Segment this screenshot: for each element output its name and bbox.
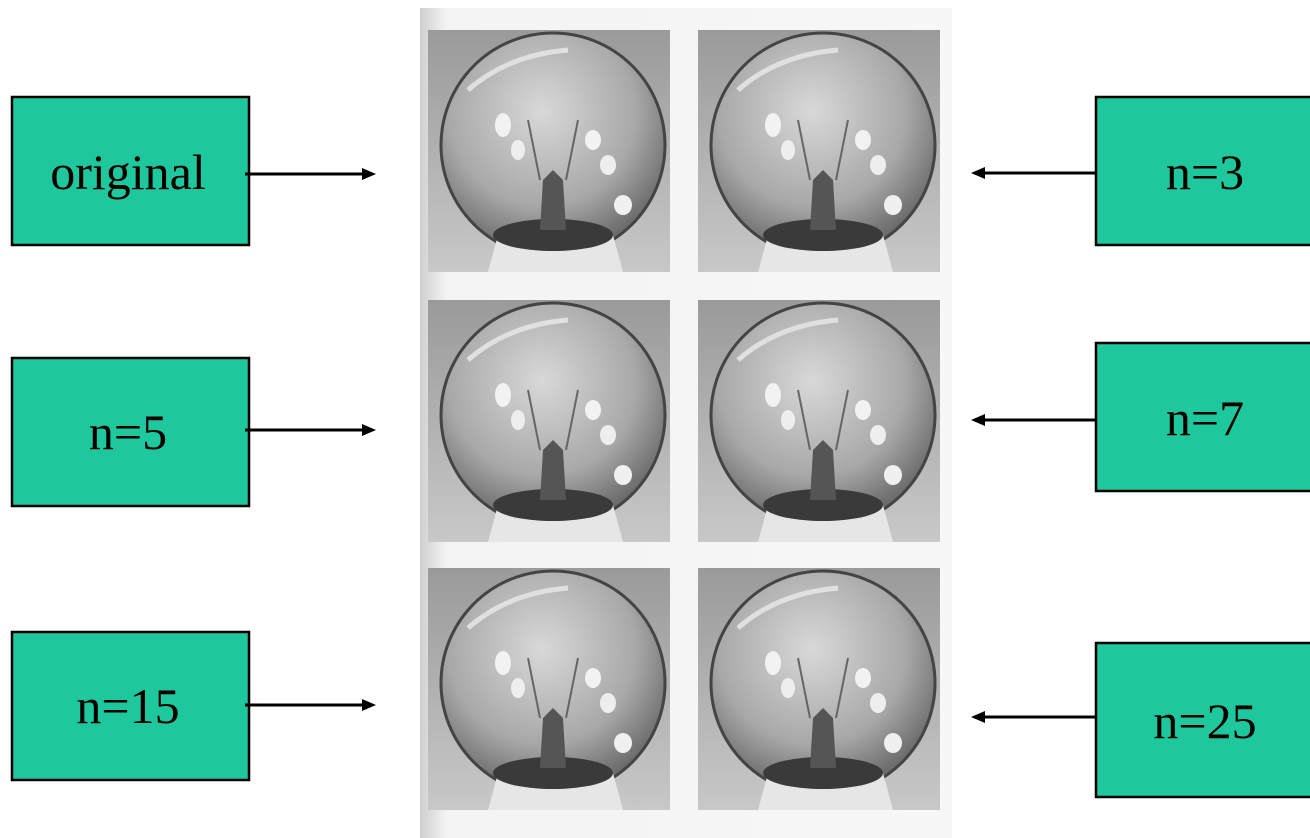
diagram: original n=5 n=15 n=3 n=7 n=25 — [0, 0, 1310, 838]
box-label: n=25 — [1153, 693, 1256, 749]
image-n15 — [428, 568, 670, 810]
arrow-head — [971, 167, 985, 179]
arrow-head — [971, 711, 985, 723]
page: {"boxes": [ {"label": "original"}, {"lab… — [0, 0, 1310, 838]
box-label: n=3 — [1166, 144, 1244, 200]
image-n25 — [698, 568, 940, 810]
box-label: n=15 — [76, 678, 179, 734]
arrow-head — [362, 424, 376, 436]
arrow-head — [362, 699, 376, 711]
image-original — [428, 30, 670, 272]
arrow-head — [971, 414, 985, 426]
image-n5 — [428, 300, 670, 542]
box-label: n=7 — [1166, 390, 1244, 446]
box-label: n=5 — [89, 404, 167, 460]
image-n3 — [698, 30, 940, 272]
box-label: original — [50, 144, 206, 200]
image-n7 — [698, 300, 940, 542]
arrow-head — [362, 168, 376, 180]
